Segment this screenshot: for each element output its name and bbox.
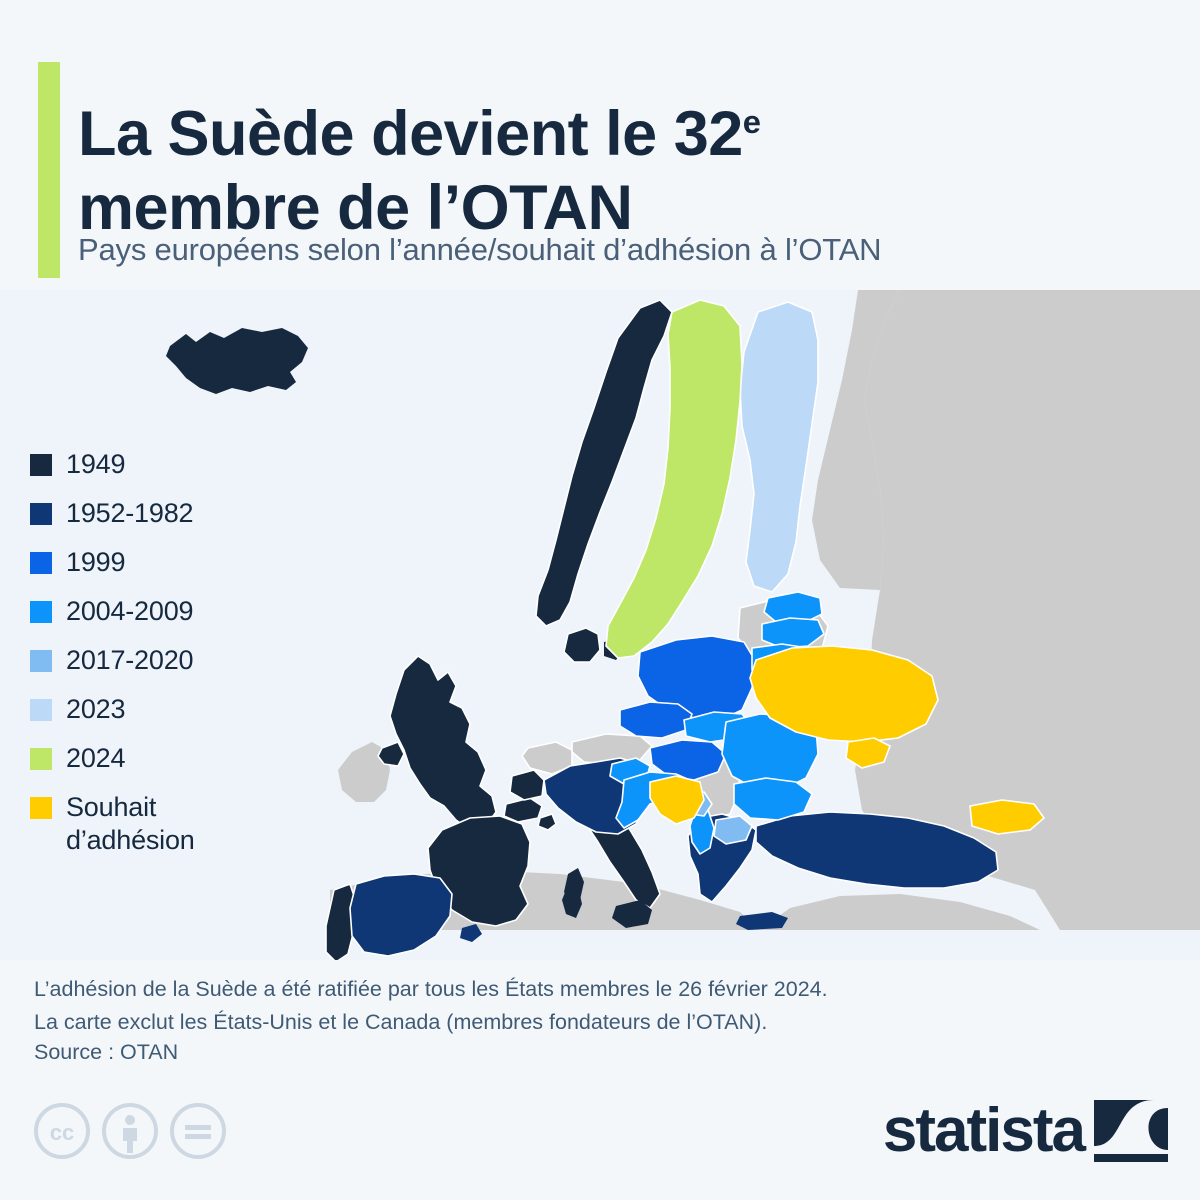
region-uk-northern-ireland bbox=[377, 741, 405, 767]
legend-label-2023: 2023 bbox=[66, 693, 126, 724]
cc-by-person-icon[interactable] bbox=[101, 1102, 159, 1160]
region-ireland bbox=[338, 742, 390, 802]
title-line-1: La Suède devient le 32 bbox=[78, 99, 743, 170]
legend-item-souhait-adhesion: Souhait d’adhésion bbox=[30, 791, 280, 857]
legend-swatch-2023 bbox=[30, 698, 52, 721]
legend-item-2024: 2024 bbox=[30, 742, 280, 775]
legend-item-1952-1982: 1952-1982 bbox=[30, 497, 280, 530]
region-iceland bbox=[166, 328, 308, 394]
region-hungary bbox=[649, 739, 727, 781]
legend-label-2004-2009: 2004-2009 bbox=[66, 595, 194, 626]
region-italy-sicily bbox=[612, 900, 652, 928]
footnote-text: L’adhésion de la Suède a été ratifiée pa… bbox=[34, 977, 828, 1034]
legend-item-2017-2020: 2017-2020 bbox=[30, 644, 280, 677]
region-finland bbox=[739, 301, 819, 593]
svg-text:cc: cc bbox=[50, 1120, 74, 1145]
title-superscript: e bbox=[742, 103, 761, 141]
map-legend: 1949 1952-1982 1999 2004-2009 2017-2020 … bbox=[30, 448, 280, 872]
region-ukraine bbox=[749, 645, 939, 743]
legend-swatch-2017-2020 bbox=[30, 649, 52, 672]
region-poland bbox=[637, 635, 757, 721]
region-turkiye bbox=[755, 811, 999, 889]
legend-label-1949: 1949 bbox=[66, 449, 126, 479]
legend-swatch-1949 bbox=[30, 454, 52, 476]
region-bulgaria bbox=[733, 777, 813, 821]
legend-swatch-1999 bbox=[30, 551, 52, 574]
legend-swatch-1952-1982 bbox=[30, 502, 52, 525]
legend-label-2017-2020: 2017-2020 bbox=[66, 644, 194, 675]
region-albania bbox=[689, 809, 715, 855]
legend-label-1952-1982: 1952-1982 bbox=[66, 497, 194, 528]
title-line-2: membre de l’OTAN bbox=[78, 172, 633, 243]
legend-label-1999: 1999 bbox=[66, 546, 126, 577]
region-russia bbox=[855, 290, 1200, 930]
region-netherlands bbox=[509, 769, 545, 801]
region-bosnia-and-herzegovina bbox=[649, 775, 705, 825]
bottom-bar: cc statista bbox=[0, 1094, 1200, 1200]
accent-bar bbox=[38, 62, 60, 278]
cc-icon[interactable]: cc bbox=[33, 1102, 91, 1160]
page-subtitle: Pays européens selon l’année/souhait d’a… bbox=[78, 232, 882, 267]
page-title: La Suède devient le 32e membre de l’OTAN bbox=[78, 98, 1168, 245]
legend-swatch-2024 bbox=[30, 747, 52, 770]
region-luxembourg bbox=[537, 813, 557, 831]
region-italy-sardinia bbox=[562, 886, 582, 918]
region-greece-crete bbox=[736, 912, 788, 930]
region-latvia bbox=[761, 617, 825, 649]
region-ukraine-crimea bbox=[845, 737, 891, 769]
region-denmark bbox=[563, 627, 601, 663]
region-north-macedonia bbox=[713, 815, 753, 845]
region-norway bbox=[535, 299, 673, 627]
europe-map bbox=[0, 290, 1200, 960]
region-spain-balearic bbox=[460, 924, 482, 942]
region-russia-northwest bbox=[812, 290, 900, 590]
cc-nd-equals-icon[interactable] bbox=[169, 1102, 227, 1160]
region-middle-east bbox=[760, 894, 1040, 930]
region-georgia bbox=[969, 799, 1045, 835]
region-portugal bbox=[325, 883, 357, 960]
statista-wordmark: statista bbox=[882, 1096, 1086, 1165]
creative-commons-icons: cc bbox=[33, 1102, 227, 1160]
header: La Suède devient le 32e membre de l’OTAN … bbox=[0, 0, 1200, 290]
legend-swatch-souhait-adhesion bbox=[30, 796, 52, 819]
statista-logomark-icon bbox=[1094, 1100, 1168, 1162]
legend-swatch-2004-2009 bbox=[30, 600, 52, 623]
region-united-kingdom bbox=[389, 655, 497, 831]
legend-item-1999: 1999 bbox=[30, 546, 280, 579]
legend-item-2004-2009: 2004-2009 bbox=[30, 595, 280, 628]
map-svg bbox=[0, 290, 1200, 960]
region-sweden bbox=[605, 299, 743, 659]
legend-label-souhait-adhesion: Souhait d’adhésion bbox=[66, 791, 195, 855]
legend-item-2023: 2023 bbox=[30, 693, 280, 726]
legend-item-1949: 1949 bbox=[30, 448, 280, 481]
legend-label-2024: 2024 bbox=[66, 742, 126, 773]
statista-logo[interactable]: statista bbox=[883, 1100, 1168, 1162]
source-text: Source : OTAN bbox=[34, 1040, 179, 1064]
region-spain bbox=[349, 873, 453, 957]
